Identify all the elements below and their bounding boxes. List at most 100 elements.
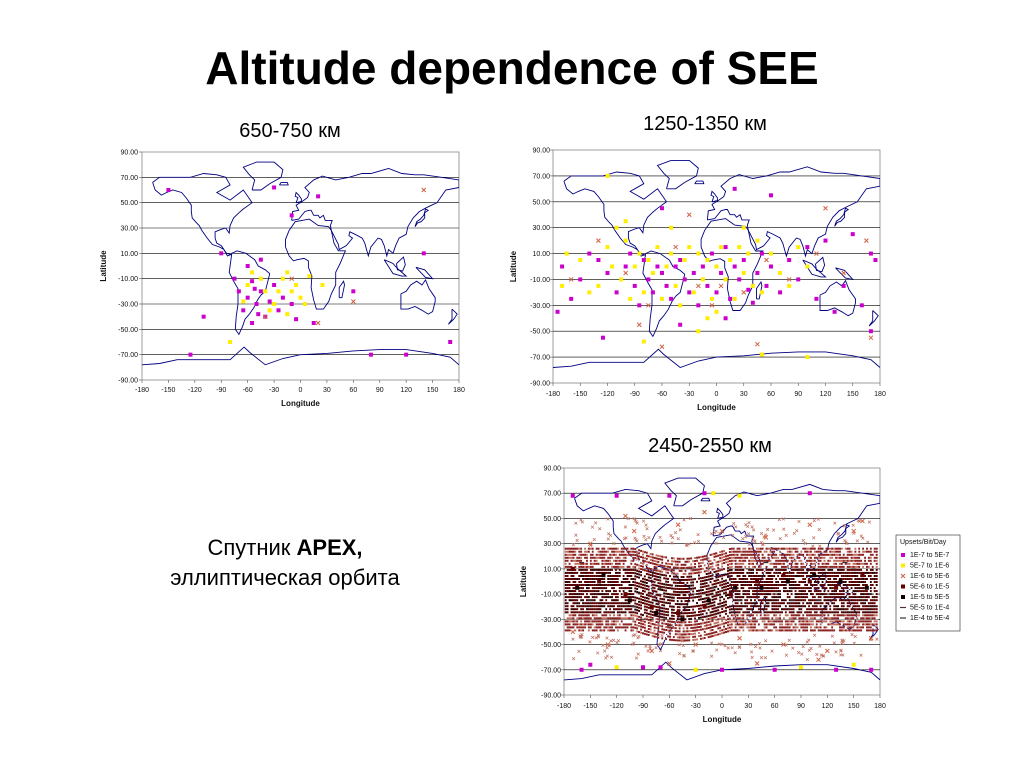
band-marker bbox=[721, 614, 724, 617]
band-marker bbox=[738, 629, 741, 632]
band-marker bbox=[846, 565, 849, 568]
band-marker bbox=[727, 600, 729, 603]
band-marker bbox=[570, 590, 573, 593]
band-marker bbox=[748, 608, 751, 611]
band-marker bbox=[777, 611, 780, 614]
band-marker bbox=[634, 599, 637, 602]
band-marker bbox=[850, 581, 853, 583]
x-tick-label: -60 bbox=[243, 387, 253, 394]
band-marker bbox=[821, 623, 824, 626]
band-marker bbox=[796, 584, 799, 586]
band-marker bbox=[694, 611, 697, 614]
band-marker bbox=[817, 626, 820, 629]
band-marker bbox=[628, 584, 631, 586]
band-marker bbox=[727, 560, 729, 563]
band-marker bbox=[779, 584, 782, 586]
band-marker bbox=[609, 611, 612, 614]
band-marker bbox=[626, 617, 629, 620]
band-marker bbox=[645, 612, 648, 615]
band-marker bbox=[642, 571, 644, 574]
band-marker bbox=[837, 599, 839, 602]
band-marker bbox=[862, 596, 865, 599]
band-marker bbox=[676, 615, 679, 618]
band-marker bbox=[642, 568, 644, 571]
band-marker bbox=[790, 584, 793, 586]
band-marker bbox=[806, 629, 809, 632]
band-marker bbox=[798, 547, 801, 550]
band-marker bbox=[840, 617, 843, 620]
band-marker bbox=[719, 572, 722, 575]
band-marker bbox=[754, 565, 756, 568]
band-marker bbox=[611, 623, 614, 626]
band-marker bbox=[800, 556, 803, 559]
band-marker bbox=[645, 627, 648, 630]
band-marker bbox=[582, 575, 585, 577]
band-marker bbox=[869, 614, 872, 617]
band-marker bbox=[591, 559, 594, 562]
band-marker bbox=[611, 550, 614, 553]
band-marker bbox=[788, 620, 791, 623]
band-marker bbox=[728, 548, 731, 550]
band-marker bbox=[653, 605, 656, 608]
band-marker bbox=[642, 623, 644, 626]
band-marker bbox=[833, 590, 836, 593]
band-marker bbox=[582, 565, 585, 568]
band-marker bbox=[840, 578, 843, 580]
data-point bbox=[289, 213, 294, 218]
band-marker bbox=[595, 596, 598, 599]
band-marker bbox=[860, 617, 863, 620]
y-axis-label: Latitude bbox=[99, 250, 108, 282]
band-marker bbox=[643, 596, 646, 599]
band-marker bbox=[671, 578, 673, 581]
coastline bbox=[756, 280, 763, 300]
band-marker bbox=[628, 593, 631, 596]
band-marker bbox=[725, 567, 727, 570]
band-marker bbox=[784, 629, 787, 632]
band-marker bbox=[609, 587, 612, 590]
band-marker bbox=[636, 630, 639, 633]
band-marker bbox=[580, 565, 583, 568]
band-marker bbox=[669, 596, 671, 599]
band-marker bbox=[715, 597, 718, 600]
band-marker bbox=[800, 593, 803, 596]
band-marker bbox=[779, 559, 782, 562]
band-marker bbox=[618, 584, 621, 586]
band-marker bbox=[593, 587, 596, 590]
band-marker bbox=[842, 584, 845, 586]
band-marker bbox=[813, 590, 816, 593]
band-marker bbox=[609, 629, 612, 632]
y-tick-label: -70.00 bbox=[118, 352, 138, 359]
band-marker bbox=[626, 614, 629, 617]
data-point bbox=[769, 251, 773, 256]
band-marker bbox=[844, 584, 847, 586]
x-tick-label: 90 bbox=[794, 391, 802, 398]
band-marker bbox=[852, 602, 855, 605]
band-marker bbox=[680, 569, 683, 572]
band-marker bbox=[806, 596, 809, 599]
band-marker bbox=[699, 628, 702, 631]
band-marker bbox=[852, 617, 855, 620]
band-marker bbox=[837, 614, 839, 617]
band-marker bbox=[609, 602, 612, 605]
band-marker bbox=[810, 575, 812, 577]
band-marker bbox=[663, 637, 666, 640]
band-marker bbox=[649, 580, 652, 583]
band-marker bbox=[613, 581, 615, 583]
band-marker bbox=[728, 629, 731, 632]
band-marker bbox=[632, 553, 635, 556]
band-marker bbox=[771, 626, 774, 629]
band-marker bbox=[715, 585, 718, 588]
band-marker bbox=[684, 566, 687, 569]
band-marker bbox=[709, 608, 712, 611]
band-marker bbox=[777, 590, 780, 593]
band-marker bbox=[597, 556, 600, 559]
band-marker bbox=[746, 556, 749, 559]
band-marker bbox=[580, 553, 583, 556]
band-marker bbox=[858, 611, 861, 614]
band-marker bbox=[728, 611, 731, 614]
band-marker bbox=[630, 620, 633, 623]
band-marker bbox=[701, 634, 704, 637]
band-marker bbox=[821, 629, 824, 632]
band-marker bbox=[727, 621, 729, 624]
band-marker bbox=[810, 593, 812, 596]
